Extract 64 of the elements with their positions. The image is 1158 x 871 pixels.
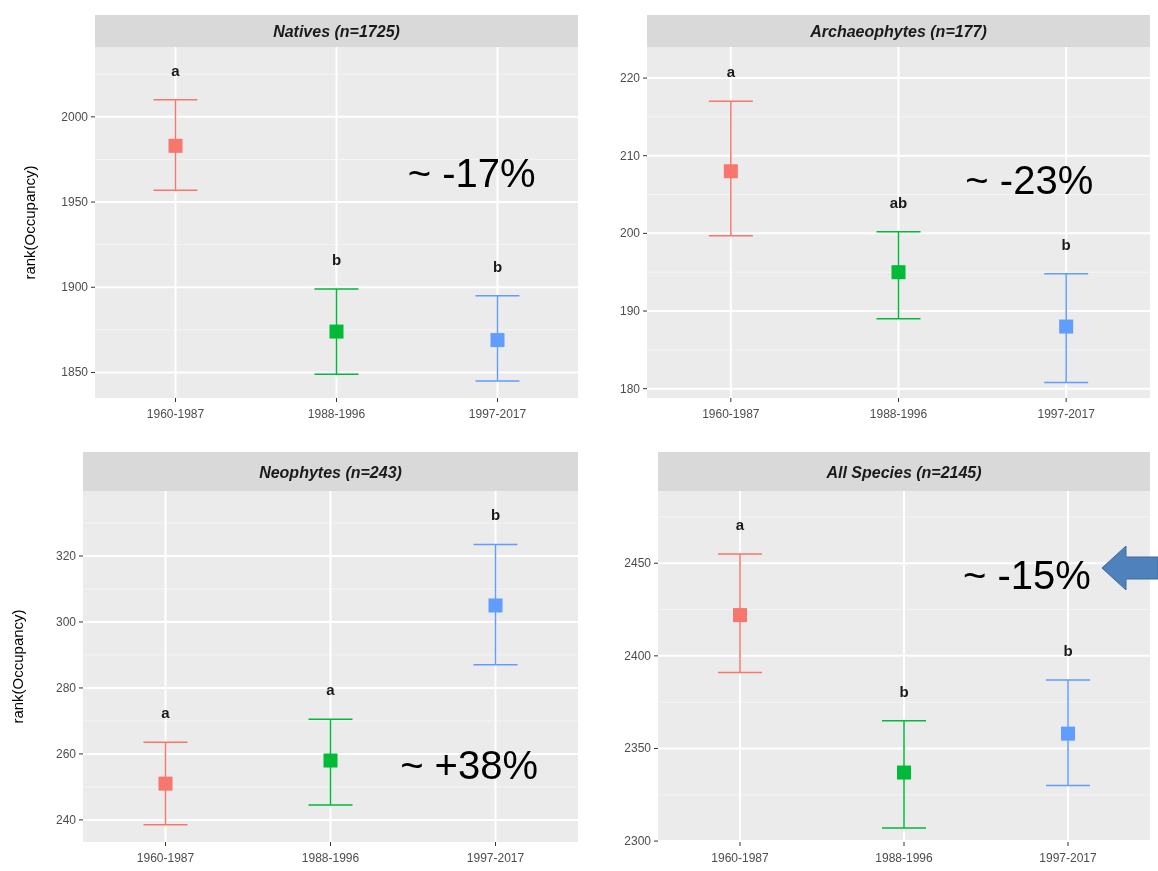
y-tick-label: 2400	[624, 648, 652, 663]
point	[158, 776, 173, 791]
x-tick-label: 1960-1987	[146, 407, 205, 421]
annotation: a	[326, 681, 336, 699]
point	[168, 138, 183, 153]
x-tick-label: 1997-2017	[466, 851, 525, 865]
y-tick-label: 190	[619, 304, 641, 319]
y-axis-title: rank(Occupancy)	[9, 609, 26, 724]
point	[329, 324, 344, 339]
annotation: a	[161, 704, 171, 722]
annotation: b	[899, 682, 909, 700]
annotation: ~ -15%	[963, 553, 1091, 598]
y-tick-label: 260	[55, 746, 77, 761]
y-tick-label: 2350	[624, 741, 652, 756]
x-tick-label: 1988-1996	[869, 407, 928, 421]
y-tick-label: 220	[619, 71, 641, 86]
annotation: b	[1063, 641, 1073, 659]
x-tick-label: 1988-1996	[875, 851, 934, 865]
point	[897, 765, 911, 780]
y-tick-label: 180	[619, 381, 641, 396]
annotation: a	[735, 515, 745, 533]
x-tick-label: 1960-1987	[136, 851, 195, 865]
point	[1061, 726, 1075, 741]
point	[733, 608, 747, 623]
y-tick-label: 2000	[61, 109, 89, 124]
y-tick-label: 200	[619, 226, 641, 241]
annotation: ~ -17%	[407, 151, 536, 196]
annotation: b	[331, 250, 342, 268]
y-tick-label: 210	[619, 148, 641, 163]
x-tick-label: 1988-1996	[301, 851, 360, 865]
x-tick-label: 1988-1996	[307, 407, 366, 421]
chart-title: Neophytes (n=243)	[259, 463, 402, 481]
x-tick-label: 1997-2017	[1039, 851, 1098, 865]
point	[723, 164, 738, 179]
point	[323, 753, 338, 768]
y-tick-label: 300	[55, 614, 77, 629]
y-axis-title: rank(Occupancy)	[21, 165, 38, 280]
y-tick-label: 1850	[61, 365, 89, 380]
x-tick-label: 1997-2017	[468, 407, 527, 421]
annotation: b	[492, 257, 503, 275]
y-tick-label: 280	[55, 680, 77, 695]
annotation: a	[726, 63, 736, 81]
x-tick-label: 1997-2017	[1037, 407, 1096, 421]
annotation: ~ -23%	[965, 158, 1094, 203]
chart-title: Archaeophytes (n=177)	[809, 23, 987, 40]
annotation: ab	[889, 193, 908, 211]
annotation: b	[490, 506, 501, 524]
annotation: ~ +38%	[400, 742, 539, 787]
chart-title: All Species (n=2145)	[825, 463, 982, 481]
x-tick-label: 1960-1987	[702, 407, 760, 421]
chart-title: Natives (n=1725)	[273, 23, 400, 40]
point	[488, 598, 503, 613]
point	[1059, 319, 1074, 334]
y-tick-label: 2450	[624, 556, 652, 571]
y-tick-label: 1900	[61, 280, 89, 295]
x-tick-label: 1960-1987	[711, 851, 770, 865]
y-tick-label: 320	[55, 548, 77, 563]
point	[490, 333, 505, 348]
y-tick-label: 240	[55, 812, 77, 827]
y-tick-label: 2300	[624, 834, 652, 849]
y-tick-label: 1950	[61, 195, 89, 210]
annotation: b	[1061, 235, 1071, 253]
annotation: a	[171, 61, 181, 79]
point	[891, 265, 906, 280]
